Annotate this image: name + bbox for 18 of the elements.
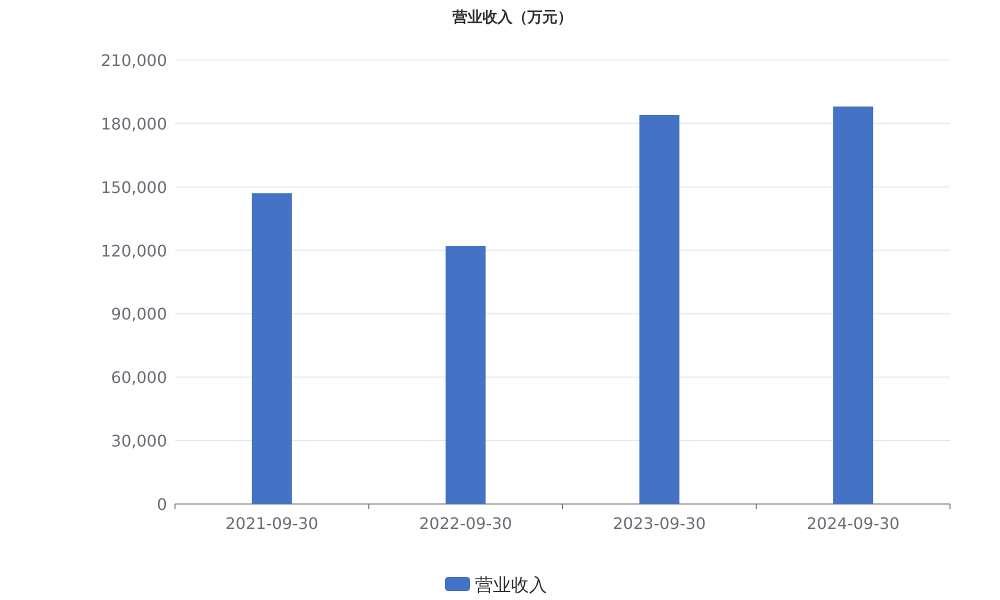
bar: [252, 193, 292, 504]
y-tick-label: 180,000: [100, 114, 167, 134]
y-tick-label: 90,000: [111, 304, 167, 324]
legend-label: 营业收入: [475, 575, 547, 596]
y-tick-label: 30,000: [111, 432, 167, 451]
y-tick-label: 210,000: [100, 51, 167, 70]
x-tick-label: 2021-09-30: [225, 514, 318, 533]
y-tick-label: 120,000: [100, 241, 167, 260]
x-tick-label: 2022-09-30: [419, 514, 512, 533]
bar: [833, 106, 874, 504]
y-tick-label: 0: [156, 495, 167, 514]
y-tick-label: 150,000: [100, 178, 167, 197]
chart-title: 营业收入（万元）: [452, 8, 572, 26]
x-tick-label: 2024-09-30: [806, 514, 900, 533]
x-tick-label: 2023-09-30: [612, 514, 706, 533]
bar: [639, 114, 680, 504]
y-tick-label: 60,000: [111, 368, 167, 388]
bar: [446, 246, 486, 504]
